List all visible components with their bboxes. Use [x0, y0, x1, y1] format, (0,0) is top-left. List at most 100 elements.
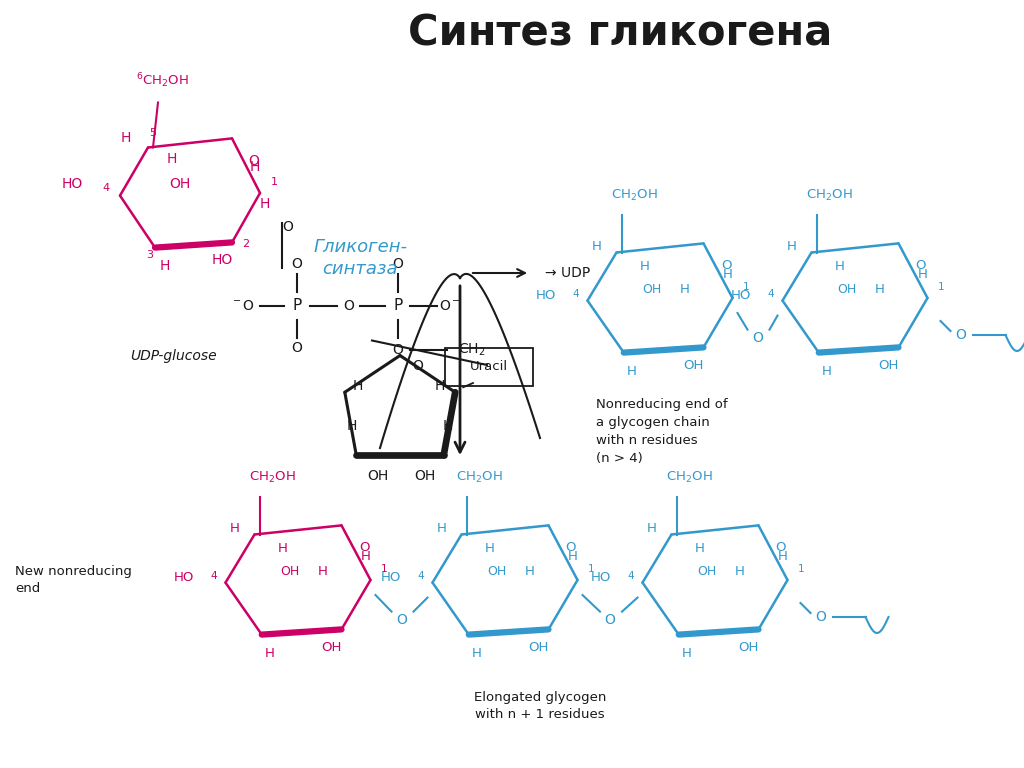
Text: O: O: [392, 343, 403, 357]
Text: H: H: [735, 565, 744, 578]
Text: O: O: [283, 220, 294, 234]
Text: H: H: [472, 647, 481, 660]
Text: HO: HO: [211, 253, 232, 267]
Text: Nonreducing end of
a glycogen chain
with n residues
(n > 4): Nonreducing end of a glycogen chain with…: [596, 398, 728, 465]
Text: 4: 4: [627, 571, 634, 581]
Text: 4: 4: [210, 571, 217, 581]
Text: O: O: [413, 359, 424, 373]
Text: 1: 1: [270, 177, 278, 187]
Text: HO: HO: [730, 289, 751, 302]
Text: H: H: [567, 550, 578, 563]
Text: H: H: [318, 565, 328, 578]
Text: CH$_2$OH: CH$_2$OH: [611, 187, 657, 203]
Text: OH: OH: [879, 359, 899, 372]
Text: HO: HO: [61, 177, 83, 190]
Text: H: H: [167, 152, 177, 166]
Text: OH: OH: [415, 469, 435, 483]
Text: CH$_2$OH: CH$_2$OH: [249, 469, 296, 485]
Text: Elongated glycogen
with n + 1 residues: Elongated glycogen with n + 1 residues: [474, 691, 606, 721]
Text: H: H: [777, 550, 787, 563]
Text: O: O: [292, 257, 302, 271]
Text: OH: OH: [368, 469, 389, 483]
Text: Гликоген-
синтаза: Гликоген- синтаза: [313, 238, 407, 278]
Text: OH: OH: [487, 565, 507, 578]
Text: O: O: [776, 541, 786, 554]
Text: O: O: [292, 341, 302, 355]
Text: → UDP: → UDP: [545, 266, 590, 280]
Text: Uracil: Uracil: [470, 359, 508, 372]
Text: H: H: [786, 240, 797, 253]
Text: CH$_2$OH: CH$_2$OH: [667, 469, 713, 485]
Text: H: H: [682, 647, 691, 660]
Text: CH$_2$OH: CH$_2$OH: [806, 187, 853, 203]
Text: H: H: [723, 268, 732, 281]
Text: H: H: [592, 240, 601, 253]
Text: 3: 3: [146, 250, 154, 260]
Text: 1: 1: [743, 282, 750, 292]
Text: P: P: [393, 299, 402, 313]
Text: CH$_2$OH: CH$_2$OH: [456, 469, 503, 485]
Text: OH: OH: [683, 359, 703, 372]
Text: H: H: [353, 379, 364, 393]
Text: OH: OH: [838, 283, 857, 296]
Text: 1: 1: [588, 564, 595, 574]
Text: 1: 1: [938, 282, 945, 292]
Text: H: H: [265, 647, 274, 660]
Text: H: H: [436, 521, 446, 535]
Text: 4: 4: [572, 289, 579, 299]
Text: OH: OH: [642, 283, 662, 296]
Text: 5: 5: [150, 127, 157, 137]
Text: H: H: [646, 521, 656, 535]
Text: HO: HO: [536, 289, 556, 302]
Text: 4: 4: [417, 571, 424, 581]
Text: H: H: [435, 379, 445, 393]
Text: H: H: [822, 365, 831, 378]
Text: HO: HO: [173, 571, 194, 584]
Text: H: H: [695, 542, 705, 555]
Text: 1: 1: [381, 564, 388, 574]
Text: O: O: [249, 154, 259, 167]
Text: HO: HO: [380, 571, 400, 584]
Text: 1: 1: [798, 564, 805, 574]
Text: O: O: [915, 260, 927, 272]
Text: O: O: [955, 328, 966, 342]
Text: H: H: [525, 565, 535, 578]
Text: H: H: [918, 268, 928, 281]
Text: Синтез гликогена: Синтез гликогена: [408, 12, 833, 54]
Text: O$^-$: O$^-$: [439, 299, 461, 313]
Text: OH: OH: [169, 177, 190, 191]
Text: $^6$CH$_2$OH: $^6$CH$_2$OH: [136, 71, 189, 91]
Text: O: O: [344, 299, 354, 313]
Text: H: H: [160, 259, 170, 273]
Text: O: O: [358, 541, 370, 554]
Text: H: H: [442, 419, 454, 433]
Text: H: H: [627, 365, 637, 378]
Text: OH: OH: [738, 641, 759, 654]
Text: 4: 4: [767, 289, 774, 299]
Text: 4: 4: [102, 183, 110, 193]
Text: O: O: [721, 260, 731, 272]
Text: H: H: [260, 197, 270, 211]
Text: O: O: [396, 613, 407, 627]
Text: P: P: [293, 299, 302, 313]
Text: OH: OH: [281, 565, 300, 578]
Text: H: H: [360, 550, 371, 563]
Text: H: H: [485, 542, 495, 555]
Text: H: H: [680, 283, 690, 296]
Text: H: H: [279, 542, 288, 555]
Text: H: H: [121, 131, 131, 145]
Text: H: H: [250, 160, 260, 174]
Text: UDP-glucose: UDP-glucose: [130, 349, 217, 363]
Text: O: O: [604, 613, 615, 627]
Text: OH: OH: [528, 641, 549, 654]
Text: CH$_2$: CH$_2$: [459, 342, 485, 358]
Text: New nonreducing
end: New nonreducing end: [15, 565, 132, 595]
Text: OH: OH: [322, 641, 342, 654]
Text: O: O: [565, 541, 577, 554]
Text: 2: 2: [243, 240, 250, 250]
FancyBboxPatch shape: [445, 348, 534, 386]
Text: H: H: [640, 260, 650, 273]
Text: H: H: [347, 419, 357, 433]
Text: H: H: [229, 521, 240, 535]
Text: O: O: [752, 330, 763, 345]
